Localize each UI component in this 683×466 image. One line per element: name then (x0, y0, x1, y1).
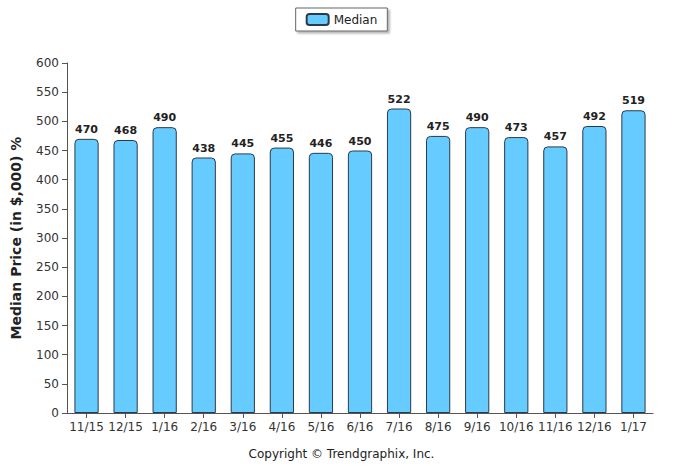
svg-text:Copyright © Trendgraphix, Inc.: Copyright © Trendgraphix, Inc. (249, 447, 435, 461)
svg-text:2/16: 2/16 (190, 420, 217, 434)
svg-text:550: 550 (36, 85, 59, 99)
svg-text:446: 446 (309, 137, 332, 150)
svg-text:400: 400 (36, 173, 59, 187)
svg-text:519: 519 (622, 94, 645, 107)
svg-text:455: 455 (270, 132, 293, 145)
svg-text:490: 490 (466, 111, 489, 124)
svg-text:9/16: 9/16 (464, 420, 491, 434)
svg-text:1/17: 1/17 (620, 420, 647, 434)
svg-text:500: 500 (36, 114, 59, 128)
svg-text:457: 457 (544, 130, 567, 143)
svg-text:438: 438 (192, 142, 215, 155)
svg-text:473: 473 (505, 121, 528, 134)
svg-text:12/15: 12/15 (108, 420, 143, 434)
svg-text:3/16: 3/16 (229, 420, 256, 434)
svg-text:Median: Median (334, 13, 378, 27)
svg-text:600: 600 (36, 56, 59, 70)
svg-text:492: 492 (583, 110, 606, 123)
svg-text:445: 445 (231, 137, 254, 150)
svg-text:8/16: 8/16 (425, 420, 452, 434)
svg-text:10/16: 10/16 (499, 420, 534, 434)
svg-text:350: 350 (36, 202, 59, 216)
svg-text:250: 250 (36, 260, 59, 274)
svg-text:490: 490 (153, 111, 176, 124)
svg-text:7/16: 7/16 (386, 420, 413, 434)
svg-text:11/16: 11/16 (538, 420, 573, 434)
svg-text:475: 475 (427, 120, 450, 133)
svg-text:0: 0 (51, 406, 59, 420)
svg-text:5/16: 5/16 (307, 420, 334, 434)
svg-text:468: 468 (114, 124, 137, 137)
svg-text:6/16: 6/16 (347, 420, 374, 434)
svg-text:150: 150 (36, 319, 59, 333)
svg-text:450: 450 (349, 135, 372, 148)
svg-text:300: 300 (36, 231, 59, 245)
svg-text:50: 50 (44, 377, 59, 391)
svg-text:450: 450 (36, 144, 59, 158)
svg-text:470: 470 (75, 123, 98, 136)
svg-text:Median Price (in $,000) %: Median Price (in $,000) % (8, 137, 24, 340)
svg-text:100: 100 (36, 348, 59, 362)
svg-text:4/16: 4/16 (268, 420, 295, 434)
svg-text:200: 200 (36, 289, 59, 303)
svg-text:11/15: 11/15 (69, 420, 104, 434)
svg-text:1/16: 1/16 (151, 420, 178, 434)
svg-text:522: 522 (388, 93, 411, 106)
svg-text:12/16: 12/16 (577, 420, 612, 434)
